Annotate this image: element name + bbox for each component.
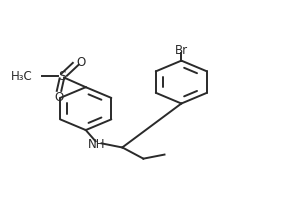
Text: O: O [77,56,86,69]
Text: S: S [58,70,66,83]
Text: O: O [55,91,64,104]
Text: H₃C: H₃C [11,70,32,83]
Text: NH: NH [88,137,106,150]
Text: Br: Br [175,44,188,57]
